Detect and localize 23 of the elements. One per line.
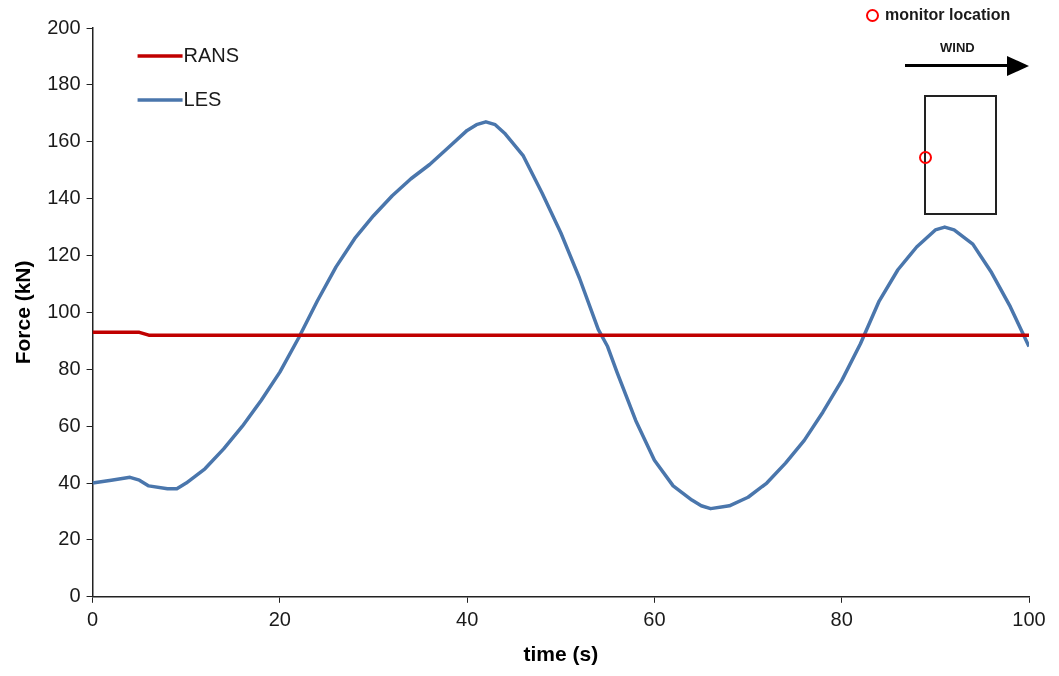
y-tick-label: 200 — [47, 15, 81, 38]
y-tick-label: 80 — [58, 356, 81, 379]
y-tick-label: 20 — [58, 527, 81, 550]
x-tick-label: 0 — [87, 608, 99, 631]
y-tick-label: 120 — [47, 243, 81, 266]
annotation: WIND — [940, 40, 975, 55]
x-tick-label: 20 — [268, 608, 291, 631]
y-tick-label: 180 — [47, 72, 81, 95]
legend-label: RANS — [183, 43, 240, 66]
legend-label: LES — [183, 87, 222, 110]
y-tick-label: 140 — [47, 186, 81, 209]
y-axis-title: Force (kN) — [11, 260, 35, 365]
y-tick-label: 160 — [47, 129, 81, 152]
x-tick-label: 100 — [1012, 608, 1046, 631]
x-tick-label: 40 — [456, 608, 479, 631]
text: monitor location — [885, 6, 1011, 24]
x-axis-title: time (s) — [523, 642, 599, 666]
x-tick-label: 80 — [830, 608, 853, 631]
y-tick-label: 0 — [69, 584, 81, 607]
x-tick-label: 60 — [643, 608, 666, 631]
y-tick-label: 100 — [47, 299, 81, 322]
y-tick-label: 60 — [58, 413, 81, 436]
y-tick-label: 40 — [58, 470, 81, 493]
